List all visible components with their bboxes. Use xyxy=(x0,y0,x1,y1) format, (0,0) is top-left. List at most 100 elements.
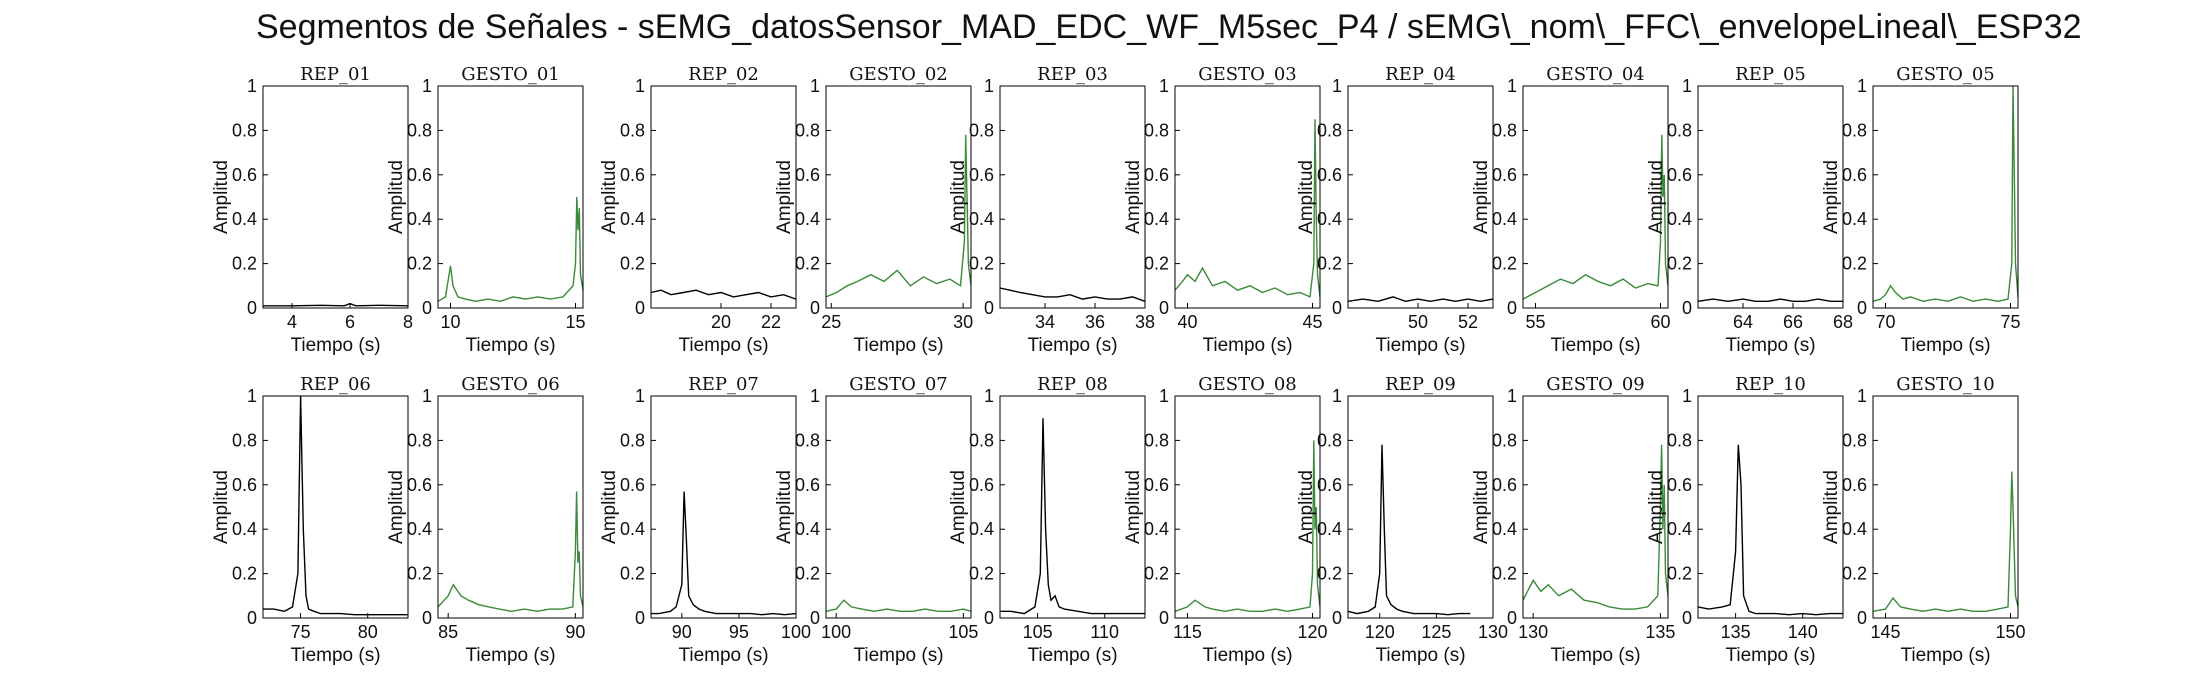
y-tick-label: 0 xyxy=(1857,298,1867,318)
x-tick-label: 8 xyxy=(403,312,413,332)
y-tick-label: 0.8 xyxy=(1667,430,1692,450)
axes-box xyxy=(1872,395,2019,619)
subplot-title: GESTO_01 xyxy=(461,64,560,85)
subplot-title: REP_06 xyxy=(300,374,371,395)
x-tick-label: 64 xyxy=(1733,312,1753,332)
x-tick-label: 6 xyxy=(345,312,355,332)
y-tick-label: 0.2 xyxy=(969,564,994,584)
y-tick-label: 0.4 xyxy=(1144,519,1169,539)
y-axis-label: Amplitud xyxy=(1296,470,1317,544)
y-tick-label: 0.6 xyxy=(1144,475,1169,495)
series-line xyxy=(1872,471,2019,613)
series-line xyxy=(1872,85,2019,303)
y-tick-label: 0 xyxy=(635,608,645,628)
y-tick-label: 0.4 xyxy=(969,209,994,229)
axes-box xyxy=(262,395,409,619)
y-tick-label: 1 xyxy=(1857,76,1867,96)
series-line xyxy=(651,491,797,616)
x-tick-label: 130 xyxy=(1518,622,1548,642)
y-tick-label: 0.6 xyxy=(1492,165,1517,185)
y-tick-label: 0 xyxy=(810,298,820,318)
y-tick-label: 0.2 xyxy=(1144,564,1169,584)
x-axis-label: Tiempo (s) xyxy=(1725,335,1815,356)
y-tick-label: 0.2 xyxy=(1492,254,1517,274)
axes-box xyxy=(650,395,797,619)
y-tick-label: 0.8 xyxy=(1492,120,1517,140)
y-tick-label: 0.2 xyxy=(1667,254,1692,274)
x-tick-label: 25 xyxy=(821,312,841,332)
subplot: 0 0.2 0.4 0.6 0.8 1 55 60 GESTO_04 Tiempo (s) Ampl… xyxy=(1471,64,1671,356)
y-tick-label: 0.6 xyxy=(1667,165,1692,185)
x-axis-label: Tiempo (s) xyxy=(853,645,943,666)
axes-box xyxy=(1872,85,2019,309)
x-tick-label: 135 xyxy=(1645,622,1675,642)
y-tick-label: 0 xyxy=(1332,608,1342,628)
y-tick-label: 0.4 xyxy=(407,209,432,229)
y-tick-label: 1 xyxy=(1682,386,1692,406)
subplot-title: GESTO_03 xyxy=(1198,64,1297,85)
axes-box xyxy=(1697,395,1844,619)
x-tick-label: 30 xyxy=(953,312,973,332)
subplot: 0 0.2 0.4 0.6 0.8 1 145 150 GESTO_10 Tiempo (s) Am… xyxy=(1821,374,2026,666)
y-tick-label: 0 xyxy=(1332,298,1342,318)
x-axis-label: Tiempo (s) xyxy=(1900,335,1990,356)
axes-box xyxy=(1174,85,1321,309)
axes-box xyxy=(825,85,972,309)
series-line xyxy=(1174,119,1321,298)
y-tick-label: 0.2 xyxy=(407,564,432,584)
x-axis-label: Tiempo (s) xyxy=(1202,645,1292,666)
y-tick-label: 0.6 xyxy=(969,475,994,495)
y-axis-label: Amplitud xyxy=(948,160,969,234)
subplot: 0 0.2 0.4 0.6 0.8 1 85 90 GESTO_06 Tiempo (s) Ampl… xyxy=(386,374,585,666)
y-tick-label: 0.8 xyxy=(620,430,645,450)
x-axis-label: Tiempo (s) xyxy=(1027,645,1117,666)
x-tick-label: 60 xyxy=(1650,312,1670,332)
axes-box xyxy=(1174,395,1321,619)
y-tick-label: 1 xyxy=(1507,386,1517,406)
x-tick-label: 90 xyxy=(565,622,585,642)
y-tick-label: 0.6 xyxy=(232,165,257,185)
subplot: 0 0.2 0.4 0.6 0.8 1 120 125 130 REP_09 Tiempo (s) A… xyxy=(1296,374,1508,666)
x-tick-label: 120 xyxy=(1297,622,1327,642)
series-line xyxy=(1347,444,1471,616)
y-tick-label: 0 xyxy=(247,608,257,628)
y-tick-label: 1 xyxy=(1159,76,1169,96)
subplot-title: REP_03 xyxy=(1037,64,1108,85)
y-tick-label: 0.8 xyxy=(407,430,432,450)
y-tick-label: 0.6 xyxy=(969,165,994,185)
y-tick-label: 0.4 xyxy=(620,209,645,229)
y-tick-label: 1 xyxy=(1332,76,1342,96)
subplot: 0 0.2 0.4 0.6 0.8 1 90 95 100 REP_07 Tiempo (s) Amp… xyxy=(599,374,811,666)
series-line xyxy=(825,599,972,613)
y-tick-label: 0 xyxy=(1159,298,1169,318)
y-tick-label: 1 xyxy=(1682,76,1692,96)
axes-box xyxy=(825,395,972,619)
axes-box xyxy=(650,85,797,309)
y-tick-label: 0.8 xyxy=(969,120,994,140)
y-tick-label: 0.8 xyxy=(232,120,257,140)
y-axis-label: Amplitud xyxy=(948,470,969,544)
y-tick-label: 0.6 xyxy=(1842,165,1867,185)
subplot-title: REP_10 xyxy=(1735,374,1806,395)
x-axis-label: Tiempo (s) xyxy=(465,645,555,666)
y-tick-label: 1 xyxy=(810,76,820,96)
y-tick-label: 0 xyxy=(1857,608,1867,628)
y-tick-label: 0.2 xyxy=(232,564,257,584)
x-tick-label: 95 xyxy=(729,622,749,642)
y-tick-label: 0.2 xyxy=(620,254,645,274)
x-axis-label: Tiempo (s) xyxy=(1550,645,1640,666)
subplot-title: GESTO_06 xyxy=(461,374,560,395)
y-tick-label: 0.8 xyxy=(1144,120,1169,140)
series-line xyxy=(263,395,408,616)
subplot-title: REP_01 xyxy=(300,64,371,85)
y-tick-label: 1 xyxy=(635,76,645,96)
x-tick-label: 40 xyxy=(1177,312,1197,332)
x-tick-label: 125 xyxy=(1421,622,1451,642)
y-tick-label: 1 xyxy=(984,386,994,406)
x-tick-label: 36 xyxy=(1085,312,1105,332)
axes-box xyxy=(1522,395,1669,619)
y-tick-label: 0.6 xyxy=(1144,165,1169,185)
y-tick-label: 0 xyxy=(984,298,994,318)
y-tick-label: 0.6 xyxy=(407,475,432,495)
y-tick-label: 0.2 xyxy=(969,254,994,274)
